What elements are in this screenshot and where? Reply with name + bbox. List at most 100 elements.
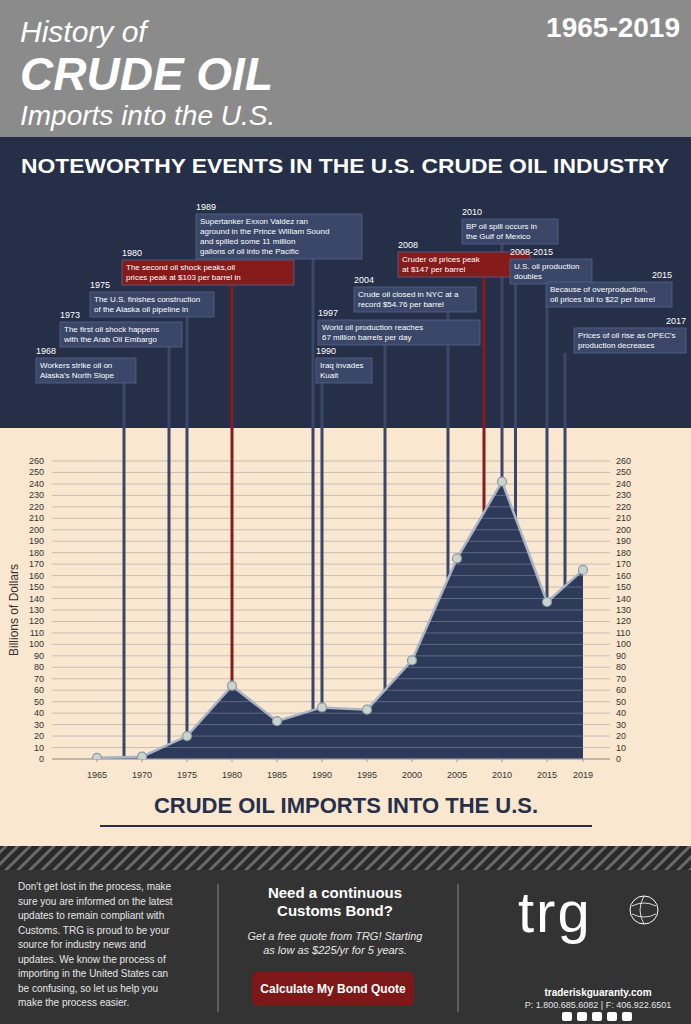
y-tick-label: 10 (34, 743, 44, 753)
cta-title: Need a continuous (268, 884, 402, 901)
social-icon[interactable] (622, 1012, 632, 1021)
event-year: 2010 (462, 207, 482, 217)
social-icon[interactable] (607, 1012, 617, 1021)
grid-line (52, 518, 610, 519)
event-box (510, 259, 592, 284)
grid-line (52, 472, 610, 473)
cta-text: Get a free quote from TRG! Starting (248, 930, 424, 942)
event-year: 1989 (196, 202, 216, 212)
event-year: 1968 (36, 346, 56, 356)
event: Prices of oil rise as OPEC'sproduction d… (574, 316, 686, 353)
phone: P: 1.800.685.6082 | F: 406.922.6501 (525, 1000, 671, 1010)
event: Crude oil closed in NYC at arecord $54.7… (354, 275, 476, 312)
grid-line (52, 701, 610, 702)
event-text: of the Alaska oil pipeline in (94, 305, 188, 314)
event-box (196, 214, 362, 259)
event-year: 2004 (354, 275, 374, 285)
grid-line (52, 575, 610, 576)
y-tick-label: 110 (30, 628, 44, 638)
social-icon[interactable] (592, 1012, 602, 1021)
event: Supertanker Exxon Valdez ranaground in t… (196, 202, 362, 259)
separator (218, 884, 219, 1012)
y-tick-label: 80 (34, 662, 44, 672)
event-box (462, 219, 558, 244)
grid-line (52, 461, 610, 462)
grid-line (52, 759, 610, 760)
y-tick-label: 220 (616, 502, 631, 512)
events-bg (0, 137, 691, 428)
grid-line (52, 632, 610, 633)
y-tick-label: 230 (29, 490, 44, 500)
point (498, 477, 507, 486)
social-icon[interactable] (562, 1012, 572, 1021)
y-tick-label: 240 (616, 479, 631, 489)
header-bg (0, 0, 691, 137)
y-tick-label: 170 (29, 559, 44, 569)
grid-line (52, 713, 610, 714)
y-tick-label: 110 (616, 628, 630, 638)
event-line (312, 259, 315, 710)
point (183, 732, 192, 741)
y-tick-label: 220 (29, 502, 44, 512)
grid-line (52, 506, 610, 507)
event-year: 1997 (318, 308, 338, 318)
event-text: Workers strike oil on (40, 361, 112, 370)
event-year: 1973 (60, 310, 80, 320)
event-text: The second oil shock peaks,oil (126, 263, 235, 272)
x-tick-label: 2019 (573, 770, 593, 780)
event: The U.S. finishes constructionof the Ala… (90, 280, 214, 317)
grid-line (52, 644, 610, 645)
y-tick-label: 260 (616, 456, 631, 466)
event-text: The first oil shock happens (64, 325, 159, 334)
line (97, 482, 583, 758)
event-text: with the Arab Oil Embargo (63, 335, 157, 344)
x-axis (52, 758, 610, 759)
event-year: 2008-2015 (510, 247, 553, 257)
event-text: gallons of oil into the Pacific (200, 247, 299, 256)
separator (458, 884, 459, 1012)
event-line (546, 307, 549, 602)
social-icon[interactable] (577, 1012, 587, 1021)
title: History of (20, 15, 149, 48)
x-tick (232, 759, 233, 762)
y-tick-label: 170 (616, 559, 631, 569)
event-text: BP oil spill occurs in (466, 222, 537, 231)
logo-globe-lines (632, 896, 656, 924)
website: traderiskguaranty.com (544, 987, 651, 998)
event-text: Cruder oil prices peak (402, 255, 481, 264)
event-line (483, 277, 486, 512)
event-box (354, 287, 476, 312)
y-tick-label: 250 (616, 467, 631, 477)
event-box (316, 358, 372, 383)
point (543, 597, 552, 606)
x-tick (502, 759, 503, 762)
footer-text: importing in the United States can (18, 968, 168, 979)
event-text: and spilled some 11 million (200, 237, 295, 246)
footer-bg (0, 870, 691, 1024)
event-box (90, 292, 214, 317)
y-tick-label: 150 (616, 582, 631, 592)
x-tick-label: 1970 (132, 770, 152, 780)
quote-button[interactable]: Calculate My Bond Quote (252, 972, 414, 1006)
cta-title: Customs Bond? (277, 902, 393, 919)
point (363, 705, 372, 714)
y-tick-label: 180 (616, 548, 631, 558)
event-box (60, 322, 182, 347)
x-tick-label: 2000 (402, 770, 422, 780)
event-line (501, 244, 504, 482)
x-tick (547, 759, 548, 762)
y-tick-label: 190 (29, 536, 44, 546)
grid-line (52, 495, 610, 496)
event-text: Kuait (320, 371, 339, 380)
event-text: aground in the Prince William Sound (200, 227, 329, 236)
button-bg[interactable] (252, 972, 414, 1006)
event-year: 1990 (316, 346, 336, 356)
button-label[interactable]: Calculate My Bond Quote (260, 982, 406, 996)
x-tick-label: 2005 (447, 770, 467, 780)
years: 1965-2019 (546, 12, 680, 43)
y-tick-label: 120 (29, 616, 44, 626)
y-tick-label: 120 (616, 616, 631, 626)
event-box (318, 320, 480, 345)
x-tick (187, 759, 188, 762)
event-text: the Gulf of Mexico (466, 232, 531, 241)
